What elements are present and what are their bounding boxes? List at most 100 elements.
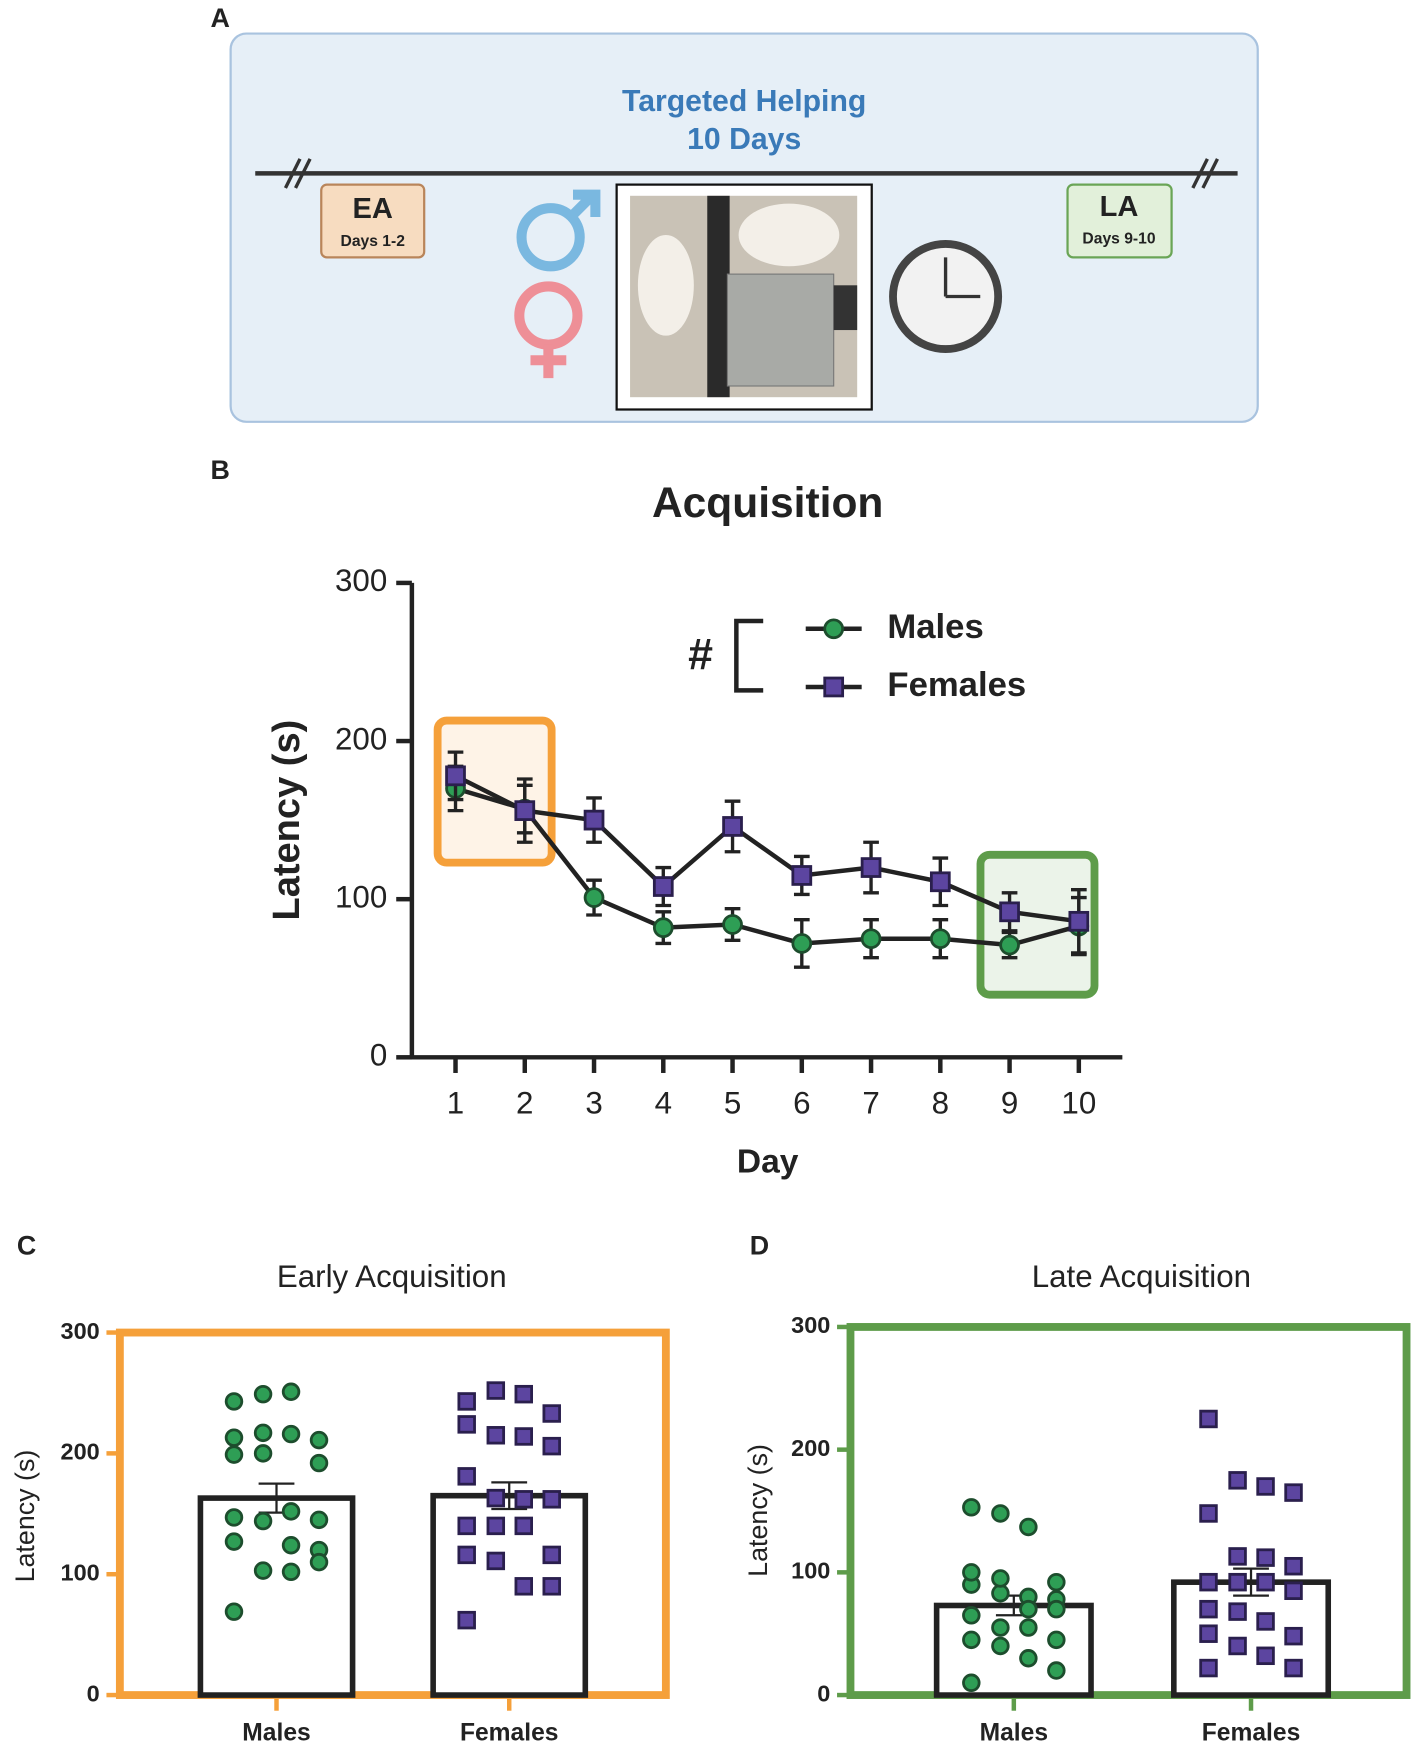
marker	[281, 1382, 301, 1401]
marker	[514, 1577, 534, 1596]
marker	[991, 1569, 1010, 1588]
marker	[1068, 910, 1090, 932]
y-tick-label: 0	[817, 1680, 830, 1706]
marker	[309, 1510, 329, 1530]
x-tick-label: 6	[793, 1086, 810, 1121]
x-tick-label: 8	[932, 1086, 949, 1121]
marker	[542, 1436, 561, 1456]
plot-frame	[846, 1323, 1411, 1699]
marker	[1047, 1661, 1066, 1680]
bar	[1171, 1579, 1332, 1698]
bar	[197, 1495, 356, 1698]
ea-box	[320, 183, 426, 259]
x-tick-label: Males	[242, 1720, 310, 1747]
marker	[722, 914, 743, 935]
marker	[1199, 1599, 1218, 1619]
marker	[486, 1488, 506, 1508]
marker	[722, 816, 743, 837]
marker	[962, 1563, 981, 1582]
y-tick-label: 200	[791, 1435, 830, 1461]
marker	[1047, 1599, 1066, 1619]
marker	[962, 1606, 981, 1625]
marker	[1228, 1572, 1247, 1592]
panel-label: A	[210, 3, 229, 33]
y-tick-label: 100	[61, 1559, 100, 1585]
marker	[514, 1516, 534, 1536]
marker	[1019, 1649, 1038, 1668]
x-tick-label: 3	[585, 1086, 602, 1121]
x-axis-label: Day	[737, 1143, 799, 1180]
marker	[253, 1561, 273, 1580]
marker	[962, 1673, 981, 1693]
marker	[309, 1552, 329, 1572]
y-tick-label: 100	[791, 1558, 830, 1584]
la-label: LA	[1100, 191, 1139, 223]
y-tick-label: 200	[335, 721, 387, 756]
marker	[281, 1424, 301, 1444]
bar	[933, 1602, 1094, 1698]
marker	[224, 1602, 244, 1621]
marker	[1199, 1624, 1218, 1643]
marker	[253, 1444, 273, 1463]
marker	[1047, 1572, 1066, 1592]
marker	[486, 1381, 506, 1400]
marker	[224, 1445, 244, 1464]
marker	[253, 1511, 273, 1531]
marker	[486, 1516, 506, 1536]
marker	[583, 809, 605, 831]
marker	[542, 1545, 561, 1565]
marker	[1228, 1636, 1247, 1656]
y-tick-label: 0	[87, 1680, 100, 1706]
marker	[253, 1384, 273, 1404]
marker	[224, 1532, 244, 1551]
timeline-break	[283, 158, 1219, 189]
marker	[1256, 1612, 1275, 1631]
marker	[962, 1498, 981, 1517]
marker	[1228, 1471, 1247, 1490]
marker	[929, 871, 951, 893]
marker	[281, 1535, 301, 1555]
marker	[1284, 1483, 1303, 1502]
error-bar	[1233, 1567, 1269, 1597]
x-tick-label: 4	[655, 1086, 672, 1121]
y-tick-label: 300	[335, 563, 387, 598]
marker	[991, 1636, 1010, 1656]
marker	[991, 1618, 1010, 1637]
marker	[1199, 1658, 1218, 1678]
marker	[542, 1577, 561, 1596]
y-tick-label: 100	[335, 879, 387, 914]
marker	[542, 1490, 561, 1509]
panel-label: D	[750, 1231, 769, 1261]
sex-symbols	[514, 189, 601, 379]
marker	[253, 1423, 273, 1443]
bar	[430, 1492, 589, 1698]
error-bar	[491, 1481, 528, 1511]
marker	[1284, 1626, 1303, 1646]
chart-title: Acquisition	[652, 480, 883, 527]
marker	[991, 1504, 1010, 1523]
y-tick-label: 300	[61, 1318, 100, 1344]
ea-label: EA	[353, 193, 393, 225]
marker	[860, 857, 882, 878]
marker	[1256, 1646, 1275, 1666]
la-days: Days 9-10	[1082, 231, 1155, 248]
series-line	[454, 786, 1080, 948]
panel-label: B	[210, 455, 229, 485]
marker	[1199, 1409, 1218, 1429]
marker	[457, 1415, 476, 1434]
marker	[1228, 1547, 1247, 1566]
panel-label: C	[17, 1231, 36, 1261]
marker	[791, 865, 813, 886]
marker	[224, 1428, 244, 1447]
x-tick-label: 7	[862, 1086, 879, 1121]
significance-bracket	[734, 618, 764, 693]
annotation: #	[688, 630, 713, 680]
marker	[457, 1516, 476, 1536]
marker	[1199, 1572, 1218, 1592]
x-tick-label: Females	[460, 1720, 559, 1747]
y-tick-label: 200	[61, 1439, 100, 1465]
marker	[514, 800, 536, 821]
x-tick-label: Females	[1202, 1720, 1301, 1747]
design-title: Targeted Helping	[622, 85, 866, 118]
